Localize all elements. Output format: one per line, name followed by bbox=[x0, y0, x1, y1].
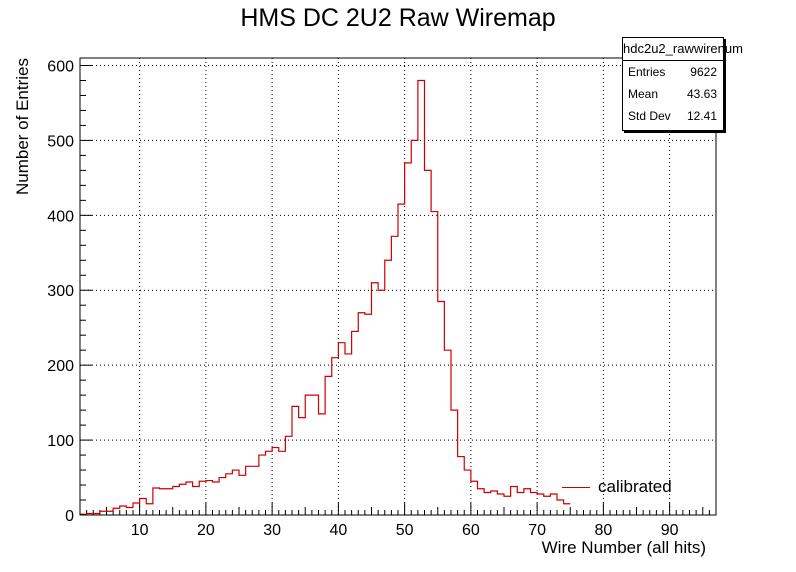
histogram-series-line bbox=[80, 79, 571, 515]
stats-title: hdc2u2_rawwirenum bbox=[623, 38, 743, 61]
stats-row-stddev: Std Dev 12.41 bbox=[623, 105, 723, 127]
x-tick-label: 10 bbox=[131, 522, 149, 539]
stats-value: 43.63 bbox=[686, 87, 717, 101]
y-tick-label: 400 bbox=[47, 208, 74, 225]
stats-value: 12.41 bbox=[686, 109, 717, 123]
x-tick-label: 30 bbox=[263, 522, 281, 539]
stats-row-mean: Mean 43.63 bbox=[623, 83, 723, 105]
legend-label: calibrated bbox=[598, 477, 672, 496]
legend: calibrated bbox=[562, 475, 672, 499]
stats-row-entries: Entries 9622 bbox=[623, 61, 723, 83]
x-tick-label: 70 bbox=[528, 522, 546, 539]
x-axis-label: Wire Number (all hits) bbox=[542, 538, 706, 557]
x-tick-label: 60 bbox=[462, 522, 480, 539]
x-tick-label: 20 bbox=[197, 522, 215, 539]
legend-line-swatch bbox=[562, 486, 590, 488]
stats-label: Std Dev bbox=[628, 109, 671, 123]
x-tick-label: 50 bbox=[396, 522, 414, 539]
stats-box: hdc2u2_rawwirenum Entries 9622 Mean 43.6… bbox=[622, 37, 743, 131]
y-tick-label: 600 bbox=[47, 58, 74, 75]
plot-frame bbox=[79, 57, 717, 516]
y-tick-label: 0 bbox=[65, 508, 74, 525]
stats-label: Entries bbox=[628, 65, 666, 79]
x-tick-label: 40 bbox=[329, 522, 347, 539]
y-axis-label: Number of Entries bbox=[13, 58, 32, 195]
y-tick-label: 100 bbox=[47, 433, 74, 450]
x-tick-label: 90 bbox=[661, 522, 679, 539]
stats-value: 9622 bbox=[690, 65, 717, 79]
stats-label: Mean bbox=[628, 87, 659, 101]
x-tick-label: 80 bbox=[594, 522, 612, 539]
chart-title: HMS DC 2U2 Raw Wiremap bbox=[240, 4, 556, 32]
y-tick-label: 500 bbox=[47, 133, 74, 150]
y-tick-label: 200 bbox=[47, 358, 74, 375]
y-tick-label: 300 bbox=[47, 283, 74, 300]
